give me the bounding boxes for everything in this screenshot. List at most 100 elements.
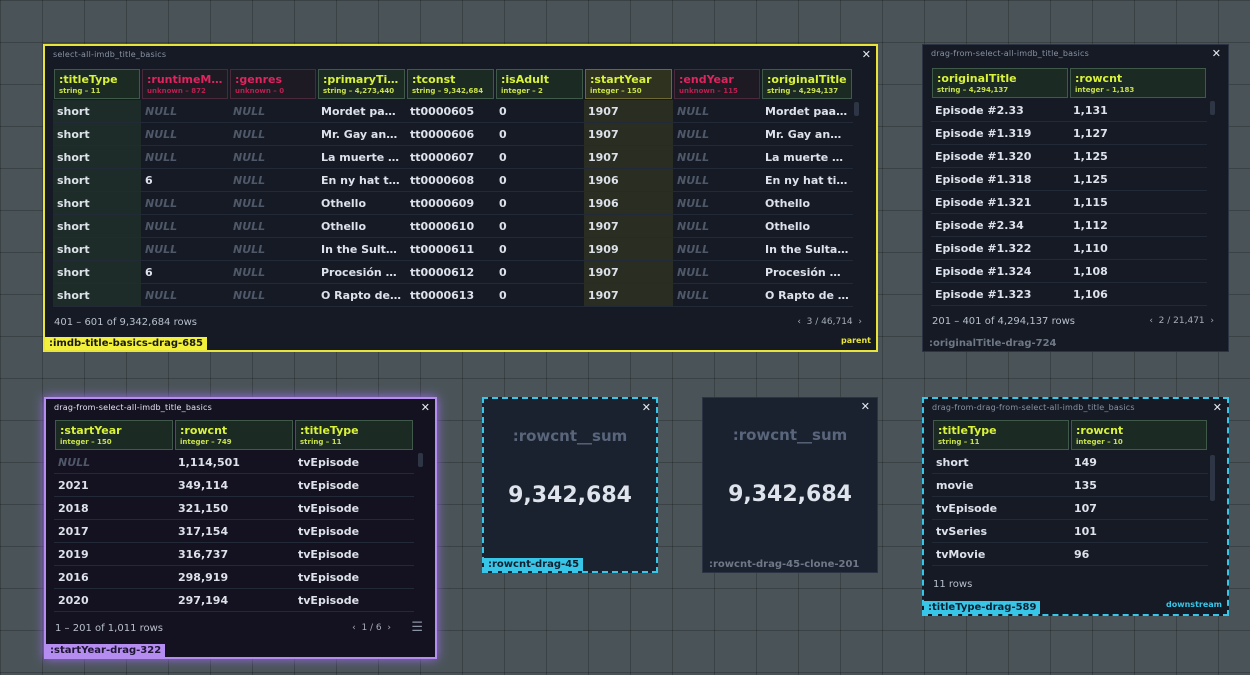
column-header[interactable]: :isAdult integer – 2 <box>495 68 584 100</box>
table-cell: tvEpisode <box>294 451 414 474</box>
table-row[interactable]: movie 135 <box>932 473 1208 497</box>
vertical-scrollbar[interactable] <box>854 102 859 116</box>
next-page-icon[interactable]: › <box>1210 316 1214 326</box>
start-year-panel[interactable]: drag-from-select-all-imdb_title_basics ✕… <box>44 397 437 659</box>
table-row[interactable]: Episode #1.320 1,125 <box>931 144 1207 168</box>
table-row[interactable]: Episode #2.34 1,112 <box>931 213 1207 237</box>
table-row[interactable]: NULL 1,114,501 tvEpisode <box>54 451 414 474</box>
column-name: :rowcnt <box>180 424 228 437</box>
next-page-icon[interactable]: › <box>858 317 862 327</box>
table-row[interactable]: tvEpisode 107 <box>932 496 1208 520</box>
table-cell: 0 <box>495 122 584 146</box>
table-cell: short <box>53 214 141 238</box>
close-icon[interactable]: ✕ <box>860 400 870 413</box>
table-row[interactable]: tvMovie 96 <box>932 542 1208 566</box>
pager: ‹ 3 / 46,714 › <box>797 317 862 327</box>
column-name: :titleType <box>938 424 997 437</box>
table-cell: NULL <box>673 191 761 215</box>
table-cell: 0 <box>495 214 584 238</box>
column-header[interactable]: :primaryTitle string – 4,273,440 <box>317 68 406 100</box>
table-row[interactable]: 2020 297,194 tvEpisode <box>54 588 414 612</box>
table-cell: NULL <box>229 145 317 169</box>
table-row[interactable]: short NULL NULL Mr. Gay and … tt0000606 0 1907… <box>53 122 853 146</box>
table-cell: Mordet paa F… <box>761 100 853 123</box>
table-cell: 149 <box>1070 451 1208 474</box>
table-row[interactable]: Episode #2.33 1,131 <box>931 99 1207 122</box>
rowcnt-sum-panel[interactable]: ✕ :rowcnt__sum 9,342,684 :rowcnt-drag-45 <box>482 397 658 573</box>
table-cell: NULL <box>229 237 317 261</box>
table-row[interactable]: 2018 321,150 tvEpisode <box>54 496 414 520</box>
prev-page-icon[interactable]: ‹ <box>1149 316 1153 326</box>
table-cell: tt0000611 <box>406 237 495 261</box>
table-row[interactable]: Episode #1.322 1,110 <box>931 236 1207 260</box>
table-cell: 0 <box>495 100 584 123</box>
table-row[interactable]: short 6 NULL En ny hat til … tt0000608 0 1906 N… <box>53 168 853 192</box>
column-header[interactable]: :genres unknown – 0 <box>229 68 317 100</box>
close-icon[interactable]: ✕ <box>641 401 651 414</box>
prev-page-icon[interactable]: ‹ <box>797 317 801 327</box>
imdb-title-basics-panel[interactable]: select-all-imdb_title_basics ✕ :titleTyp… <box>43 44 878 352</box>
table-row[interactable]: short NULL NULL Othello tt0000609 0 1906 NULL Ot… <box>53 191 853 215</box>
close-icon[interactable]: ✕ <box>861 48 871 61</box>
table-cell: NULL <box>229 122 317 146</box>
table-row[interactable]: short NULL NULL Othello tt0000610 0 1907 NULL Ot… <box>53 214 853 238</box>
table-row[interactable]: 2019 316,737 tvEpisode <box>54 542 414 566</box>
table-row[interactable]: 2016 298,919 tvEpisode <box>54 565 414 589</box>
column-header[interactable]: :endYear unknown – 115 <box>673 68 761 100</box>
column-header[interactable]: :rowcnt integer – 10 <box>1070 419 1208 451</box>
column-header[interactable]: :titleType string – 11 <box>932 419 1070 451</box>
close-icon[interactable]: ✕ <box>1212 401 1222 414</box>
table-row[interactable]: Episode #1.321 1,115 <box>931 190 1207 214</box>
column-name: :primaryTitle <box>323 73 400 86</box>
rowcnt-sum-clone-panel[interactable]: ✕ :rowcnt__sum 9,342,684 :rowcnt-drag-45… <box>702 397 878 573</box>
close-icon[interactable]: ✕ <box>1211 47 1221 60</box>
column-name: :titleType <box>59 73 118 86</box>
table-cell: 317,154 <box>174 519 294 543</box>
column-name: :rowcnt <box>1076 424 1124 437</box>
table-cell: NULL <box>141 122 229 146</box>
vertical-scrollbar[interactable] <box>1210 455 1215 501</box>
column-header[interactable]: :startYear integer – 150 <box>54 419 174 451</box>
table-row[interactable]: Episode #1.318 1,125 <box>931 167 1207 191</box>
pager: ‹ 2 / 21,471 › <box>1149 316 1214 326</box>
column-header[interactable]: :runtimeMinute…unknown – 872 <box>141 68 229 100</box>
page-indicator: 1 / 6 <box>361 623 382 633</box>
column-header[interactable]: :titleType string – 11 <box>53 68 141 100</box>
table-row[interactable]: Episode #1.324 1,108 <box>931 259 1207 283</box>
table-cell: short <box>53 283 141 307</box>
title-type-panel[interactable]: drag-from-drag-from-select-all-imdb_titl… <box>922 397 1229 616</box>
table-row[interactable]: Episode #1.323 1,106 <box>931 282 1207 306</box>
table-row[interactable]: short NULL NULL O Rapto de U… tt0000613 0 1907… <box>53 283 853 307</box>
column-header[interactable]: :rowcnt integer – 749 <box>174 419 294 451</box>
prev-page-icon[interactable]: ‹ <box>352 623 356 633</box>
original-title-panel[interactable]: drag-from-select-all-imdb_title_basics ✕… <box>922 44 1229 352</box>
column-header[interactable]: :originalTitle string – 4,294,137 <box>761 68 853 100</box>
table-cell: 1907 <box>584 122 673 146</box>
table-cell: 0 <box>495 283 584 307</box>
table-cell: En ny hat til … <box>317 168 406 192</box>
column-header[interactable]: :originalTitle string – 4,294,137 <box>931 67 1069 99</box>
table-cell: 1,114,501 <box>174 451 294 474</box>
table-cell: NULL <box>229 214 317 238</box>
table-row[interactable]: 2021 349,114 tvEpisode <box>54 473 414 497</box>
next-page-icon[interactable]: › <box>387 623 391 633</box>
table-row[interactable]: short NULL NULL Mordet paa F… tt0000605 0 1907… <box>53 100 853 123</box>
table-cell: 2020 <box>54 588 174 612</box>
table-row[interactable]: Episode #1.319 1,127 <box>931 121 1207 145</box>
column-header[interactable]: :titleType string – 11 <box>294 419 414 451</box>
vertical-scrollbar[interactable] <box>418 453 423 467</box>
table-row[interactable]: 2017 317,154 tvEpisode <box>54 519 414 543</box>
column-header[interactable]: :rowcnt integer – 1,183 <box>1069 67 1207 99</box>
table-cell: La muerte del… <box>317 145 406 169</box>
table-cell: tvEpisode <box>294 473 414 497</box>
vertical-scrollbar[interactable] <box>1210 101 1215 115</box>
table-row[interactable]: short 149 <box>932 451 1208 474</box>
close-icon[interactable]: ✕ <box>420 401 430 414</box>
column-header[interactable]: :startYear integer – 150 <box>584 68 673 100</box>
menu-icon[interactable]: ☰ <box>411 620 423 635</box>
column-header[interactable]: :tconst string – 9,342,684 <box>406 68 495 100</box>
table-row[interactable]: tvSeries 101 <box>932 519 1208 543</box>
